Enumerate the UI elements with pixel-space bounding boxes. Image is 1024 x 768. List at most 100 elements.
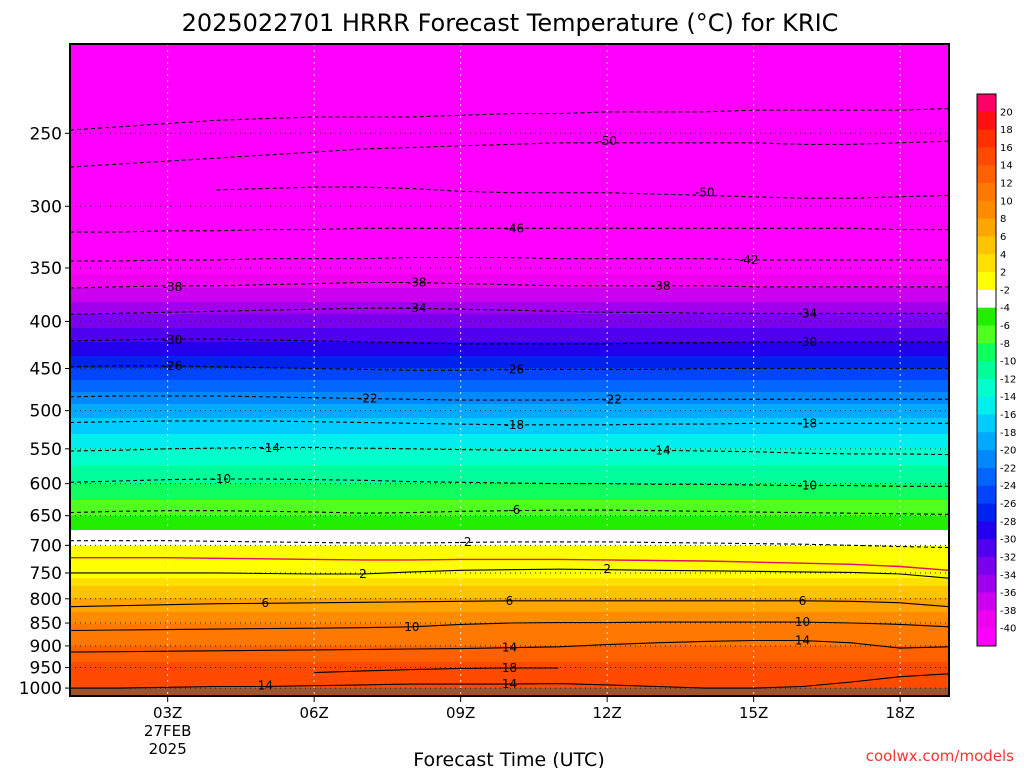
fill-band (70, 434, 949, 437)
fill-band (70, 348, 949, 351)
fill-band (70, 664, 949, 667)
fill-band (70, 94, 949, 97)
fill-band (70, 176, 949, 179)
fill-band (70, 430, 949, 433)
fill-band (70, 386, 949, 389)
fill-band (70, 532, 949, 535)
contour-label: 2 (603, 562, 611, 576)
fill-band (70, 396, 949, 399)
fill-band (70, 366, 949, 369)
fill-band (70, 484, 949, 487)
fill-band (70, 458, 949, 461)
fill-band (70, 118, 949, 121)
contour-label: -10 (212, 472, 232, 486)
contour-label: 10 (404, 620, 419, 634)
fill-band (70, 88, 949, 91)
fill-band (70, 506, 949, 509)
fill-band (70, 398, 949, 401)
fill-band (70, 144, 949, 147)
fill-band (70, 454, 949, 457)
contour-line (69, 600, 950, 608)
fill-band (70, 422, 949, 425)
y-tick-label: 950 (30, 659, 62, 679)
fill-band (70, 274, 949, 277)
fill-band (70, 262, 949, 265)
colorbar-swatch (977, 165, 996, 184)
fill-band (70, 50, 949, 53)
contour-line (70, 568, 950, 579)
fill-band (70, 530, 949, 533)
colorbar-label: -8 (1000, 339, 1010, 350)
fill-band (70, 320, 949, 323)
colorbar-label: -10 (1000, 357, 1016, 368)
credit-link[interactable]: coolwx.com/models (866, 747, 1014, 765)
fill-band (70, 280, 949, 283)
fill-band (70, 74, 949, 77)
fill-band (70, 520, 949, 523)
fill-band (70, 328, 949, 331)
fill-band (70, 604, 949, 607)
contour-label: -18 (505, 418, 525, 432)
colorbar-label: 18 (1000, 125, 1013, 136)
fill-band (70, 508, 949, 511)
colorbar-label: 20 (1000, 107, 1013, 118)
contour-label: -50 (695, 186, 715, 200)
fill-band (70, 334, 949, 337)
fill-band (70, 598, 949, 601)
fill-band (70, 630, 949, 633)
plot-area: -50-50-46-42-38 -38 -38-34 -34-30 -30-26 -26-… (69, 43, 950, 697)
fill-band (70, 276, 949, 279)
fill-band (70, 496, 949, 499)
fill-band (70, 148, 949, 151)
fill-band (70, 58, 949, 61)
y-tick-label: 450 (30, 360, 62, 380)
colorbar-label: 16 (1000, 143, 1013, 154)
fill-band (70, 142, 949, 145)
fill-band (70, 316, 949, 319)
fill-band (70, 408, 949, 411)
colorbar-swatch (977, 94, 996, 113)
contour-label: -30 (798, 335, 818, 349)
plot-frame (69, 43, 950, 697)
fill-band (70, 46, 949, 49)
fill-band (70, 224, 949, 227)
fill-band (70, 602, 949, 605)
fill-band (70, 624, 949, 627)
fill-band (70, 466, 949, 469)
fill-band (70, 146, 949, 149)
fill-band (70, 214, 949, 217)
colorbar-label: -20 (1000, 446, 1016, 457)
fill-band (70, 150, 949, 153)
fill-band (70, 550, 949, 553)
fill-band (70, 672, 949, 675)
fill-band (70, 166, 949, 169)
fill-band (70, 464, 949, 467)
contour-label: -38 (163, 280, 183, 294)
ground-fill (70, 688, 949, 696)
fill-band (70, 114, 949, 117)
fill-band (70, 120, 949, 123)
contour-label: -2 (460, 535, 472, 549)
fill-band (70, 660, 949, 663)
fill-band (70, 302, 949, 305)
fill-band (70, 440, 949, 443)
contour-label: 14 (258, 679, 273, 693)
fill-band (70, 432, 949, 435)
colorbar-swatch (977, 396, 996, 415)
fill-band (70, 178, 949, 181)
colorbar-label: 2 (1000, 268, 1006, 279)
fill-band (70, 512, 949, 515)
fill-band (70, 540, 949, 543)
fill-band (70, 658, 949, 661)
colorbar-swatch (977, 111, 996, 131)
fill-band (70, 570, 949, 573)
fill-band (70, 324, 949, 327)
fill-band (70, 364, 949, 367)
colorbar-frame (976, 93, 997, 647)
fill-band (70, 674, 949, 677)
fill-band (70, 102, 949, 105)
fill-band (70, 606, 949, 609)
fill-band (70, 686, 949, 689)
fill-band (70, 284, 949, 287)
